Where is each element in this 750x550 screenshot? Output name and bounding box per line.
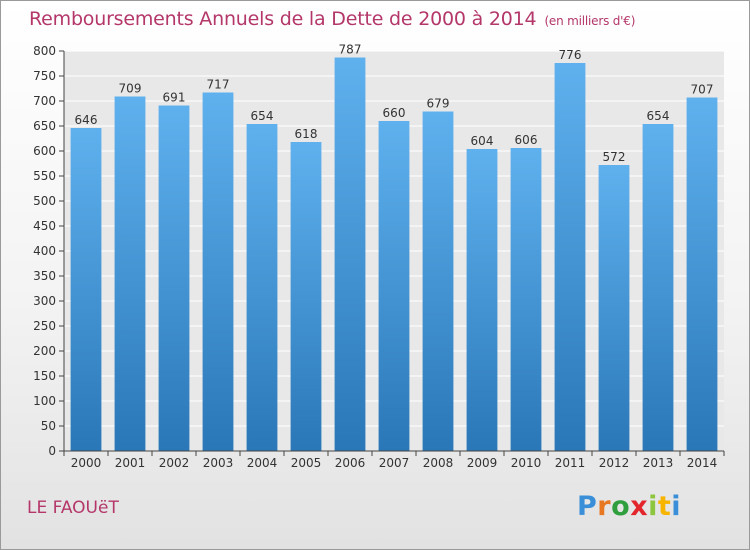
y-tick-label: 100 xyxy=(33,394,56,408)
y-tick-label: 800 xyxy=(33,44,56,58)
y-tick-label: 650 xyxy=(33,119,56,133)
bar xyxy=(246,124,278,451)
logo-letter: r xyxy=(597,491,612,522)
proxiti-logo: Proxiti xyxy=(577,491,681,522)
bar xyxy=(70,128,102,451)
bar-value-label: 646 xyxy=(75,113,98,127)
x-tick-label: 2004 xyxy=(247,456,278,470)
bar xyxy=(598,165,630,451)
y-tick-label: 50 xyxy=(41,419,56,433)
bar xyxy=(510,148,542,451)
x-tick-label: 2014 xyxy=(687,456,718,470)
x-tick-label: 2001 xyxy=(115,456,146,470)
bar-value-label: 654 xyxy=(251,109,274,123)
y-tick-label: 700 xyxy=(33,94,56,108)
x-tick-label: 2010 xyxy=(511,456,542,470)
bar-value-label: 787 xyxy=(339,43,362,57)
y-tick-label: 200 xyxy=(33,344,56,358)
bar-value-label: 660 xyxy=(383,106,406,120)
logo-letter: x xyxy=(630,491,649,522)
bar-value-label: 776 xyxy=(559,48,582,62)
logo-letter: i xyxy=(671,491,682,522)
x-tick-label: 2009 xyxy=(467,456,498,470)
bar-value-label: 691 xyxy=(163,91,186,105)
bar xyxy=(290,142,322,451)
bar-value-label: 707 xyxy=(691,83,714,97)
bar-value-label: 654 xyxy=(647,109,670,123)
y-tick-label: 500 xyxy=(33,194,56,208)
x-tick-label: 2011 xyxy=(555,456,586,470)
logo-letter: i xyxy=(648,491,658,522)
bar xyxy=(422,111,454,451)
bar-value-label: 618 xyxy=(295,127,318,141)
x-tick-label: 2006 xyxy=(335,456,366,470)
location-name: LE FAOUëT xyxy=(27,498,119,518)
y-tick-label: 150 xyxy=(33,369,56,383)
bar xyxy=(466,149,498,451)
x-tick-label: 2007 xyxy=(379,456,410,470)
y-tick-label: 450 xyxy=(33,219,56,233)
x-tick-label: 2002 xyxy=(159,456,190,470)
bar xyxy=(334,57,366,451)
logo-letter: o xyxy=(611,491,631,522)
y-tick-label: 0 xyxy=(48,444,56,458)
x-tick-label: 2012 xyxy=(599,456,630,470)
logo-letter: t xyxy=(657,491,672,522)
x-tick-label: 2008 xyxy=(423,456,454,470)
bar xyxy=(378,121,410,451)
bar-value-label: 709 xyxy=(119,82,142,96)
y-tick-label: 350 xyxy=(33,269,56,283)
bar-value-label: 604 xyxy=(471,134,494,148)
unit-note: (en milliers d'€) xyxy=(544,14,636,28)
bar-value-label: 717 xyxy=(207,78,230,92)
x-tick-label: 2013 xyxy=(643,456,674,470)
x-tick-label: 2005 xyxy=(291,456,322,470)
y-tick-label: 550 xyxy=(33,169,56,183)
y-axis: 0 50 100 150 200 250 300 350 400 450 500 550 600 650 7… xyxy=(33,44,65,458)
bar xyxy=(202,92,234,451)
x-tick-label: 2000 xyxy=(71,456,102,470)
bar xyxy=(554,63,586,451)
bar-value-label: 679 xyxy=(427,97,450,111)
x-axis: 2000 2001 2002 2003 2004 2005 2006 2007 2008 2009… xyxy=(63,450,725,470)
x-tick-label: 2003 xyxy=(203,456,234,470)
bar xyxy=(158,105,190,451)
chart-title: Remboursements Annuels de la Dette de 20… xyxy=(29,8,635,30)
bars: 646 709 691 717 654 618 787 660 679 604 606 776 572 6… xyxy=(70,43,718,451)
bar-value-label: 572 xyxy=(603,150,626,164)
bar-value-label: 606 xyxy=(515,133,538,147)
logo-letter: P xyxy=(577,491,598,522)
chart-title-text: Remboursements Annuels de la Dette de 20… xyxy=(29,8,537,30)
y-tick-label: 750 xyxy=(33,69,56,83)
bar xyxy=(642,124,674,451)
y-tick-label: 400 xyxy=(33,244,56,258)
bar xyxy=(114,96,146,451)
y-tick-label: 300 xyxy=(33,294,56,308)
y-tick-label: 250 xyxy=(33,319,56,333)
bar xyxy=(686,97,718,451)
y-tick-label: 600 xyxy=(33,144,56,158)
